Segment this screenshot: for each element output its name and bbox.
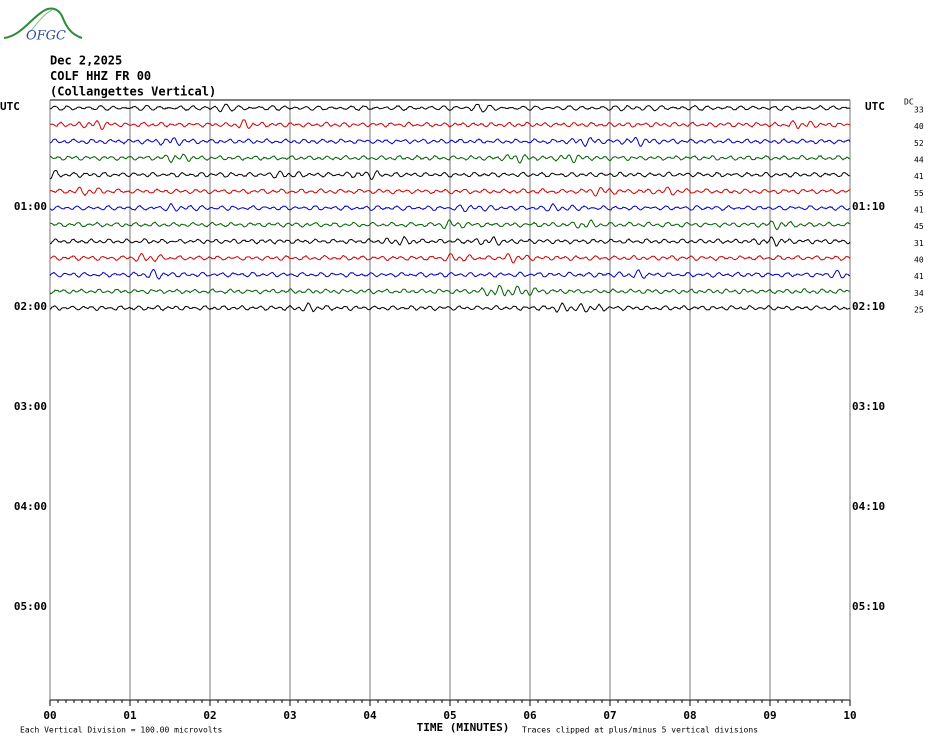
- scale-note: Each Vertical Division = 100.00 microvol…: [20, 726, 222, 735]
- x-tick-label: 06: [523, 709, 537, 722]
- trace: [49, 186, 851, 197]
- dc-value: 31: [914, 239, 924, 248]
- dc-header: DC: [904, 98, 914, 107]
- trace: [49, 153, 851, 164]
- trace: [49, 284, 851, 297]
- title-line: (Collangettes Vertical): [50, 85, 216, 99]
- logo: OFGC: [3, 7, 83, 44]
- dc-value: 25: [914, 306, 924, 315]
- logo-curve: [29, 9, 53, 33]
- dc-value: 41: [914, 172, 924, 181]
- x-tick-label: 07: [603, 709, 616, 722]
- dc-value: 40: [914, 122, 924, 131]
- trace: [49, 136, 851, 148]
- trace: [49, 169, 850, 180]
- trace: [49, 235, 851, 247]
- logo-text: OFGC: [26, 29, 66, 44]
- right-time-label: 05:10: [852, 600, 885, 613]
- right-time-label: 04:10: [852, 500, 885, 513]
- right-time-label: 02:10: [852, 300, 885, 313]
- right-time-label: UTC: [865, 100, 885, 113]
- dc-value: 55: [914, 189, 924, 198]
- dc-value: 45: [914, 222, 924, 231]
- dc-value: 33: [914, 106, 924, 115]
- x-tick-label: 00: [43, 709, 56, 722]
- right-time-label: 01:10: [852, 200, 885, 213]
- dc-value: 44: [914, 156, 924, 165]
- x-tick-label: 03: [283, 709, 296, 722]
- x-tick-label: 01: [123, 709, 137, 722]
- left-time-label: UTC: [0, 100, 20, 113]
- x-tick-label: 10: [843, 709, 856, 722]
- left-time-label: 03:00: [14, 400, 47, 413]
- left-time-label: 05:00: [14, 600, 47, 613]
- x-tick-label: 05: [443, 709, 456, 722]
- dc-value: 40: [914, 256, 924, 265]
- title-line: Dec 2,2025: [50, 54, 122, 68]
- trace: [49, 202, 851, 213]
- x-tick-label: 08: [683, 709, 696, 722]
- trace: [49, 268, 851, 280]
- x-tick-label: 02: [203, 709, 216, 722]
- x-axis-label: TIME (MINUTES): [417, 721, 510, 734]
- trace: [50, 219, 851, 231]
- right-time-label: 03:10: [852, 400, 885, 413]
- left-time-label: 01:00: [14, 200, 47, 213]
- trace: [49, 252, 851, 264]
- clip-note: Traces clipped at plus/minus 5 vertical …: [522, 726, 758, 735]
- trace: [49, 103, 851, 113]
- logo-curve: [3, 7, 83, 39]
- title-line: COLF HHZ FR 00: [50, 69, 151, 83]
- dc-value: 41: [914, 272, 924, 281]
- trace: [49, 119, 851, 131]
- dc-value: 34: [914, 289, 924, 298]
- x-tick-label: 09: [763, 709, 776, 722]
- trace: [49, 302, 851, 314]
- dc-value: 41: [914, 206, 924, 215]
- left-time-label: 02:00: [14, 300, 47, 313]
- x-tick-label: 04: [363, 709, 377, 722]
- dc-value: 52: [914, 139, 924, 148]
- left-time-label: 04:00: [14, 500, 47, 513]
